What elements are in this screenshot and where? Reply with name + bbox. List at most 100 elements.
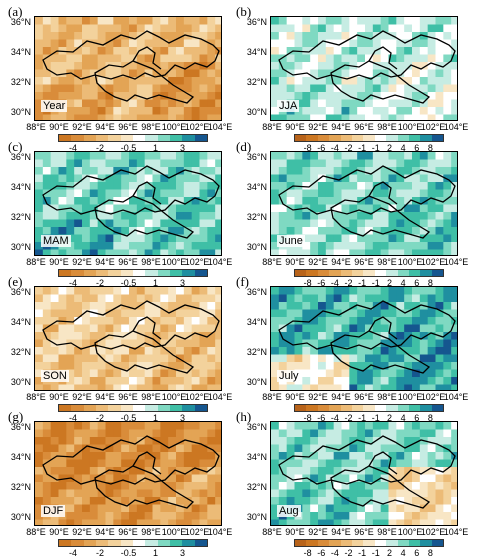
grid-cell xyxy=(66,354,75,363)
grid-cell xyxy=(325,219,335,228)
grid-cell xyxy=(97,234,106,243)
grid-cell xyxy=(74,287,83,295)
grid-cell xyxy=(129,369,138,378)
grid-cell xyxy=(191,99,200,108)
grid-cell xyxy=(396,167,405,175)
grid-cell xyxy=(207,317,216,325)
grid-cell xyxy=(160,519,169,525)
grid-cell xyxy=(388,212,397,220)
grid-cell xyxy=(396,84,405,93)
grid-cell xyxy=(50,332,59,340)
grid-cell xyxy=(412,159,421,168)
grid-cell xyxy=(341,69,350,78)
grid-cell xyxy=(74,69,83,78)
grid-cell xyxy=(443,167,452,175)
grid-cell xyxy=(388,369,397,378)
lon-tick-label: 102°E xyxy=(184,392,210,402)
colorbar-label: -6 xyxy=(317,413,326,423)
grid-cell xyxy=(318,317,327,325)
colorbar xyxy=(58,269,208,277)
grid-cell xyxy=(74,467,83,475)
grid-cell xyxy=(388,69,397,78)
grid-cell xyxy=(357,234,366,243)
grid-cell xyxy=(310,384,319,390)
grid-cell xyxy=(310,167,319,175)
grid-cell xyxy=(419,377,429,385)
grid-cell xyxy=(183,422,193,430)
grid-cell xyxy=(302,167,311,175)
grid-cell xyxy=(388,189,397,198)
grid-cell xyxy=(286,354,295,363)
colorbar-swatch xyxy=(83,270,96,276)
grid-cell xyxy=(349,317,358,325)
grid-cell xyxy=(191,497,200,505)
grid-cell xyxy=(144,242,153,250)
grid-cell xyxy=(160,452,169,460)
grid-cell xyxy=(404,317,413,325)
grid-cell xyxy=(302,219,311,228)
grid-cell xyxy=(412,69,421,78)
grid-cell xyxy=(144,369,153,378)
grid-cell xyxy=(89,249,99,255)
grid-cell xyxy=(435,309,444,318)
grid-cell xyxy=(419,384,429,390)
grid-cell xyxy=(357,182,366,190)
grid-cell xyxy=(35,227,44,235)
grid-cell xyxy=(357,384,366,390)
grid-cell xyxy=(318,437,327,445)
grid-cell xyxy=(388,54,397,63)
grid-cell xyxy=(302,354,311,363)
grid-cell xyxy=(199,92,208,100)
grid-cell xyxy=(278,227,288,235)
grid-cell xyxy=(144,332,153,340)
grid-cell xyxy=(427,32,436,40)
grid-cell xyxy=(278,212,288,220)
grid-cell xyxy=(207,519,216,525)
grid-cell xyxy=(419,249,429,255)
grid-cell xyxy=(310,47,319,55)
grid-cell xyxy=(427,362,436,370)
grid-cell xyxy=(136,212,146,220)
grid-cell xyxy=(372,324,382,333)
grid-cell xyxy=(419,54,429,63)
grid-cell xyxy=(412,429,421,438)
grid-cell xyxy=(160,242,169,250)
grid-cell xyxy=(183,339,193,348)
grid-cell xyxy=(42,174,52,183)
grid-cell xyxy=(341,227,350,235)
grid-cell xyxy=(396,354,405,363)
colorbar-swatch xyxy=(295,270,307,276)
grid-cell xyxy=(89,152,99,160)
grid-cell xyxy=(152,324,161,333)
grid-cell xyxy=(168,384,177,390)
panel-label: (g) xyxy=(8,409,24,424)
grid-cell xyxy=(435,369,444,378)
grid-cell xyxy=(129,197,138,205)
grid-cell xyxy=(183,39,193,48)
grid-cell xyxy=(427,482,436,490)
grid-cell xyxy=(325,437,335,445)
grid-cell xyxy=(333,242,342,250)
grid-cell xyxy=(435,152,444,160)
grid-cell xyxy=(176,69,185,78)
sub-basin-boundary xyxy=(132,451,162,475)
grid-cell xyxy=(35,437,44,445)
grid-cell xyxy=(349,422,358,430)
grid-cell xyxy=(74,369,83,378)
grid-cell xyxy=(97,294,106,303)
grid-cell xyxy=(451,437,457,445)
grid-cell xyxy=(271,99,280,108)
grid-cell xyxy=(97,482,106,490)
grid-cell xyxy=(35,489,44,498)
grid-cell xyxy=(105,54,114,63)
grid-cell xyxy=(271,242,280,250)
grid-cell xyxy=(341,114,350,120)
grid-cell xyxy=(129,24,138,33)
grid-cell xyxy=(74,482,83,490)
grid-cell xyxy=(129,339,138,348)
sub-basin-boundary xyxy=(94,330,195,374)
grid-cell xyxy=(325,512,335,520)
grid-cell xyxy=(89,452,99,460)
grid-cell xyxy=(215,504,221,513)
grid-cell xyxy=(129,332,138,340)
